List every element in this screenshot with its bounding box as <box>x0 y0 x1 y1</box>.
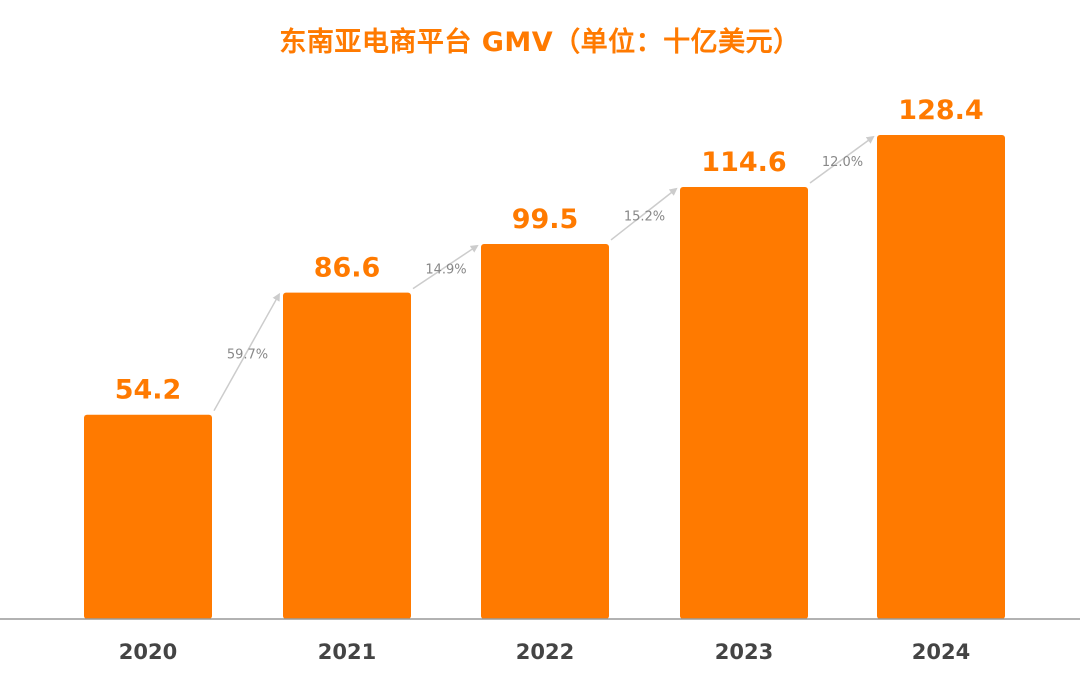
x-tick-label-2023: 2023 <box>715 640 773 664</box>
value-label-2022: 99.5 <box>512 204 579 235</box>
bar-2024 <box>877 135 1005 619</box>
growth-arrow-4 <box>809 135 875 184</box>
growth-arrows <box>213 135 875 412</box>
value-label-2020: 54.2 <box>115 375 182 406</box>
growth-label-2: 14.9% <box>425 262 466 277</box>
x-tick-label-2024: 2024 <box>912 640 970 664</box>
growth-label-1: 59.7% <box>227 348 268 363</box>
bar-2022 <box>481 243 609 620</box>
bars <box>84 135 1005 620</box>
growth-arrow-1 <box>213 292 280 412</box>
value-label-2023: 114.6 <box>701 147 786 178</box>
growth-label-4: 12.0% <box>822 155 863 170</box>
growth-label-3: 15.2% <box>624 209 665 224</box>
bar-2020 <box>84 414 212 619</box>
x-axis-labels: 2020 2021 2022 2023 2024 <box>119 640 970 664</box>
x-tick-label-2020: 2020 <box>119 640 177 664</box>
bar-2021 <box>283 292 411 619</box>
value-label-2024: 128.4 <box>898 95 983 126</box>
x-tick-label-2021: 2021 <box>318 640 376 664</box>
growth-arrow-3 <box>610 187 678 241</box>
value-labels: 54.2 86.6 99.5 114.6 128.4 <box>115 95 984 406</box>
bar-2023 <box>680 187 808 620</box>
chart-title: 东南亚电商平台 GMV（单位：十亿美元） <box>279 27 801 58</box>
growth-labels: 59.7% 14.9% 15.2% 12.0% <box>227 155 863 363</box>
value-label-2021: 86.6 <box>314 253 381 284</box>
x-tick-label-2022: 2022 <box>516 640 574 664</box>
growth-arrow-2 <box>412 244 479 290</box>
